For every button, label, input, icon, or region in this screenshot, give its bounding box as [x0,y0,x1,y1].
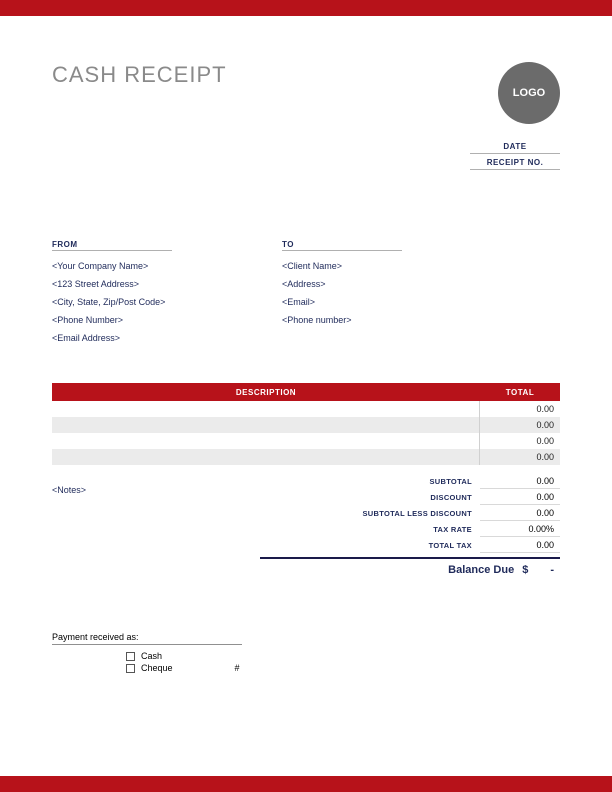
cell-description [52,433,480,449]
meta-receipt-no: RECEIPT NO. [470,158,560,170]
discount-label: DISCOUNT [260,493,480,502]
meta-date: DATE [470,142,560,154]
date-label: DATE [470,142,560,153]
subtotal-row: SUBTOTAL 0.00 [260,473,560,489]
total-tax-value: 0.00 [480,537,560,553]
subtotal-value: 0.00 [480,473,560,489]
to-heading: TO [282,240,402,251]
from-line: <Email Address> [52,329,222,347]
tax-rate-value: 0.00% [480,521,560,537]
subtotal-label: SUBTOTAL [260,477,480,486]
payment-options: Cash Cheque # [126,650,560,674]
to-block: TO <Client Name> <Address> <Email> <Phon… [282,234,452,347]
payment-option-cash: Cash [126,650,560,662]
summary-section: <Notes> SUBTOTAL 0.00 DISCOUNT 0.00 SUBT… [52,473,560,581]
discount-value: 0.00 [480,489,560,505]
payment-received-block: Payment received as: Cash Cheque # [52,627,560,674]
payment-heading: Payment received as: [52,632,242,645]
balance-value: - [550,564,560,576]
cell-total: 0.00 [480,436,560,446]
discount-row: DISCOUNT 0.00 [260,489,560,505]
payment-option-cheque: Cheque # [126,662,560,674]
subtotal-less-discount-value: 0.00 [480,505,560,521]
tax-rate-row: TAX RATE 0.00% [260,521,560,537]
from-line: <Your Company Name> [52,257,222,275]
logo-placeholder: LOGO [498,62,560,124]
from-line: <City, State, Zip/Post Code> [52,293,222,311]
to-line: <Client Name> [282,257,452,275]
totals-column: SUBTOTAL 0.00 DISCOUNT 0.00 SUBTOTAL LES… [260,473,560,581]
from-line: <Phone Number> [52,311,222,329]
cell-description [52,401,480,417]
subtotal-less-discount-label: SUBTOTAL LESS DISCOUNT [260,509,480,518]
document-body: CASH RECEIPT LOGO DATE RECEIPT NO. FROM … [0,62,612,674]
cash-label: Cash [141,651,162,661]
meta-block: DATE RECEIPT NO. [470,142,560,174]
from-line: <123 Street Address> [52,275,222,293]
top-accent-bar [0,0,612,16]
table-row: 0.00 [52,417,560,433]
cell-total: 0.00 [480,452,560,462]
line-items-table: DESCRIPTION TOTAL 0.00 0.00 0.00 0.00 [52,383,560,465]
to-line: <Phone number> [282,311,452,329]
table-row: 0.00 [52,449,560,465]
from-heading: FROM [52,240,172,251]
receipt-no-label: RECEIPT NO. [470,158,560,169]
col-description-header: DESCRIPTION [52,388,480,397]
total-tax-row: TOTAL TAX 0.00 [260,537,560,553]
balance-currency: $ [522,564,550,576]
table-row: 0.00 [52,433,560,449]
cell-description [52,417,480,433]
checkbox-cheque[interactable] [126,664,135,673]
subtotal-less-discount-row: SUBTOTAL LESS DISCOUNT 0.00 [260,505,560,521]
total-tax-label: TOTAL TAX [260,541,480,550]
from-block: FROM <Your Company Name> <123 Street Add… [52,234,222,347]
cell-description [52,449,480,465]
col-total-header: TOTAL [480,388,560,397]
table-header: DESCRIPTION TOTAL [52,383,560,401]
checkbox-cash[interactable] [126,652,135,661]
cell-total: 0.00 [480,404,560,414]
notes-placeholder: <Notes> [52,473,260,581]
header-row: CASH RECEIPT LOGO [52,62,560,124]
cheque-number-hash: # [235,663,240,673]
balance-due-row: Balance Due $ - [260,557,560,581]
document-title: CASH RECEIPT [52,62,227,88]
cell-total: 0.00 [480,420,560,430]
tax-rate-label: TAX RATE [260,525,480,534]
cheque-label: Cheque [141,663,173,673]
to-line: <Address> [282,275,452,293]
to-line: <Email> [282,293,452,311]
balance-due-label: Balance Due [260,564,522,576]
table-row: 0.00 [52,401,560,417]
receipt-no-underline [470,169,560,170]
bottom-accent-bar [0,776,612,792]
parties-section: FROM <Your Company Name> <123 Street Add… [52,234,560,347]
date-underline [470,153,560,154]
